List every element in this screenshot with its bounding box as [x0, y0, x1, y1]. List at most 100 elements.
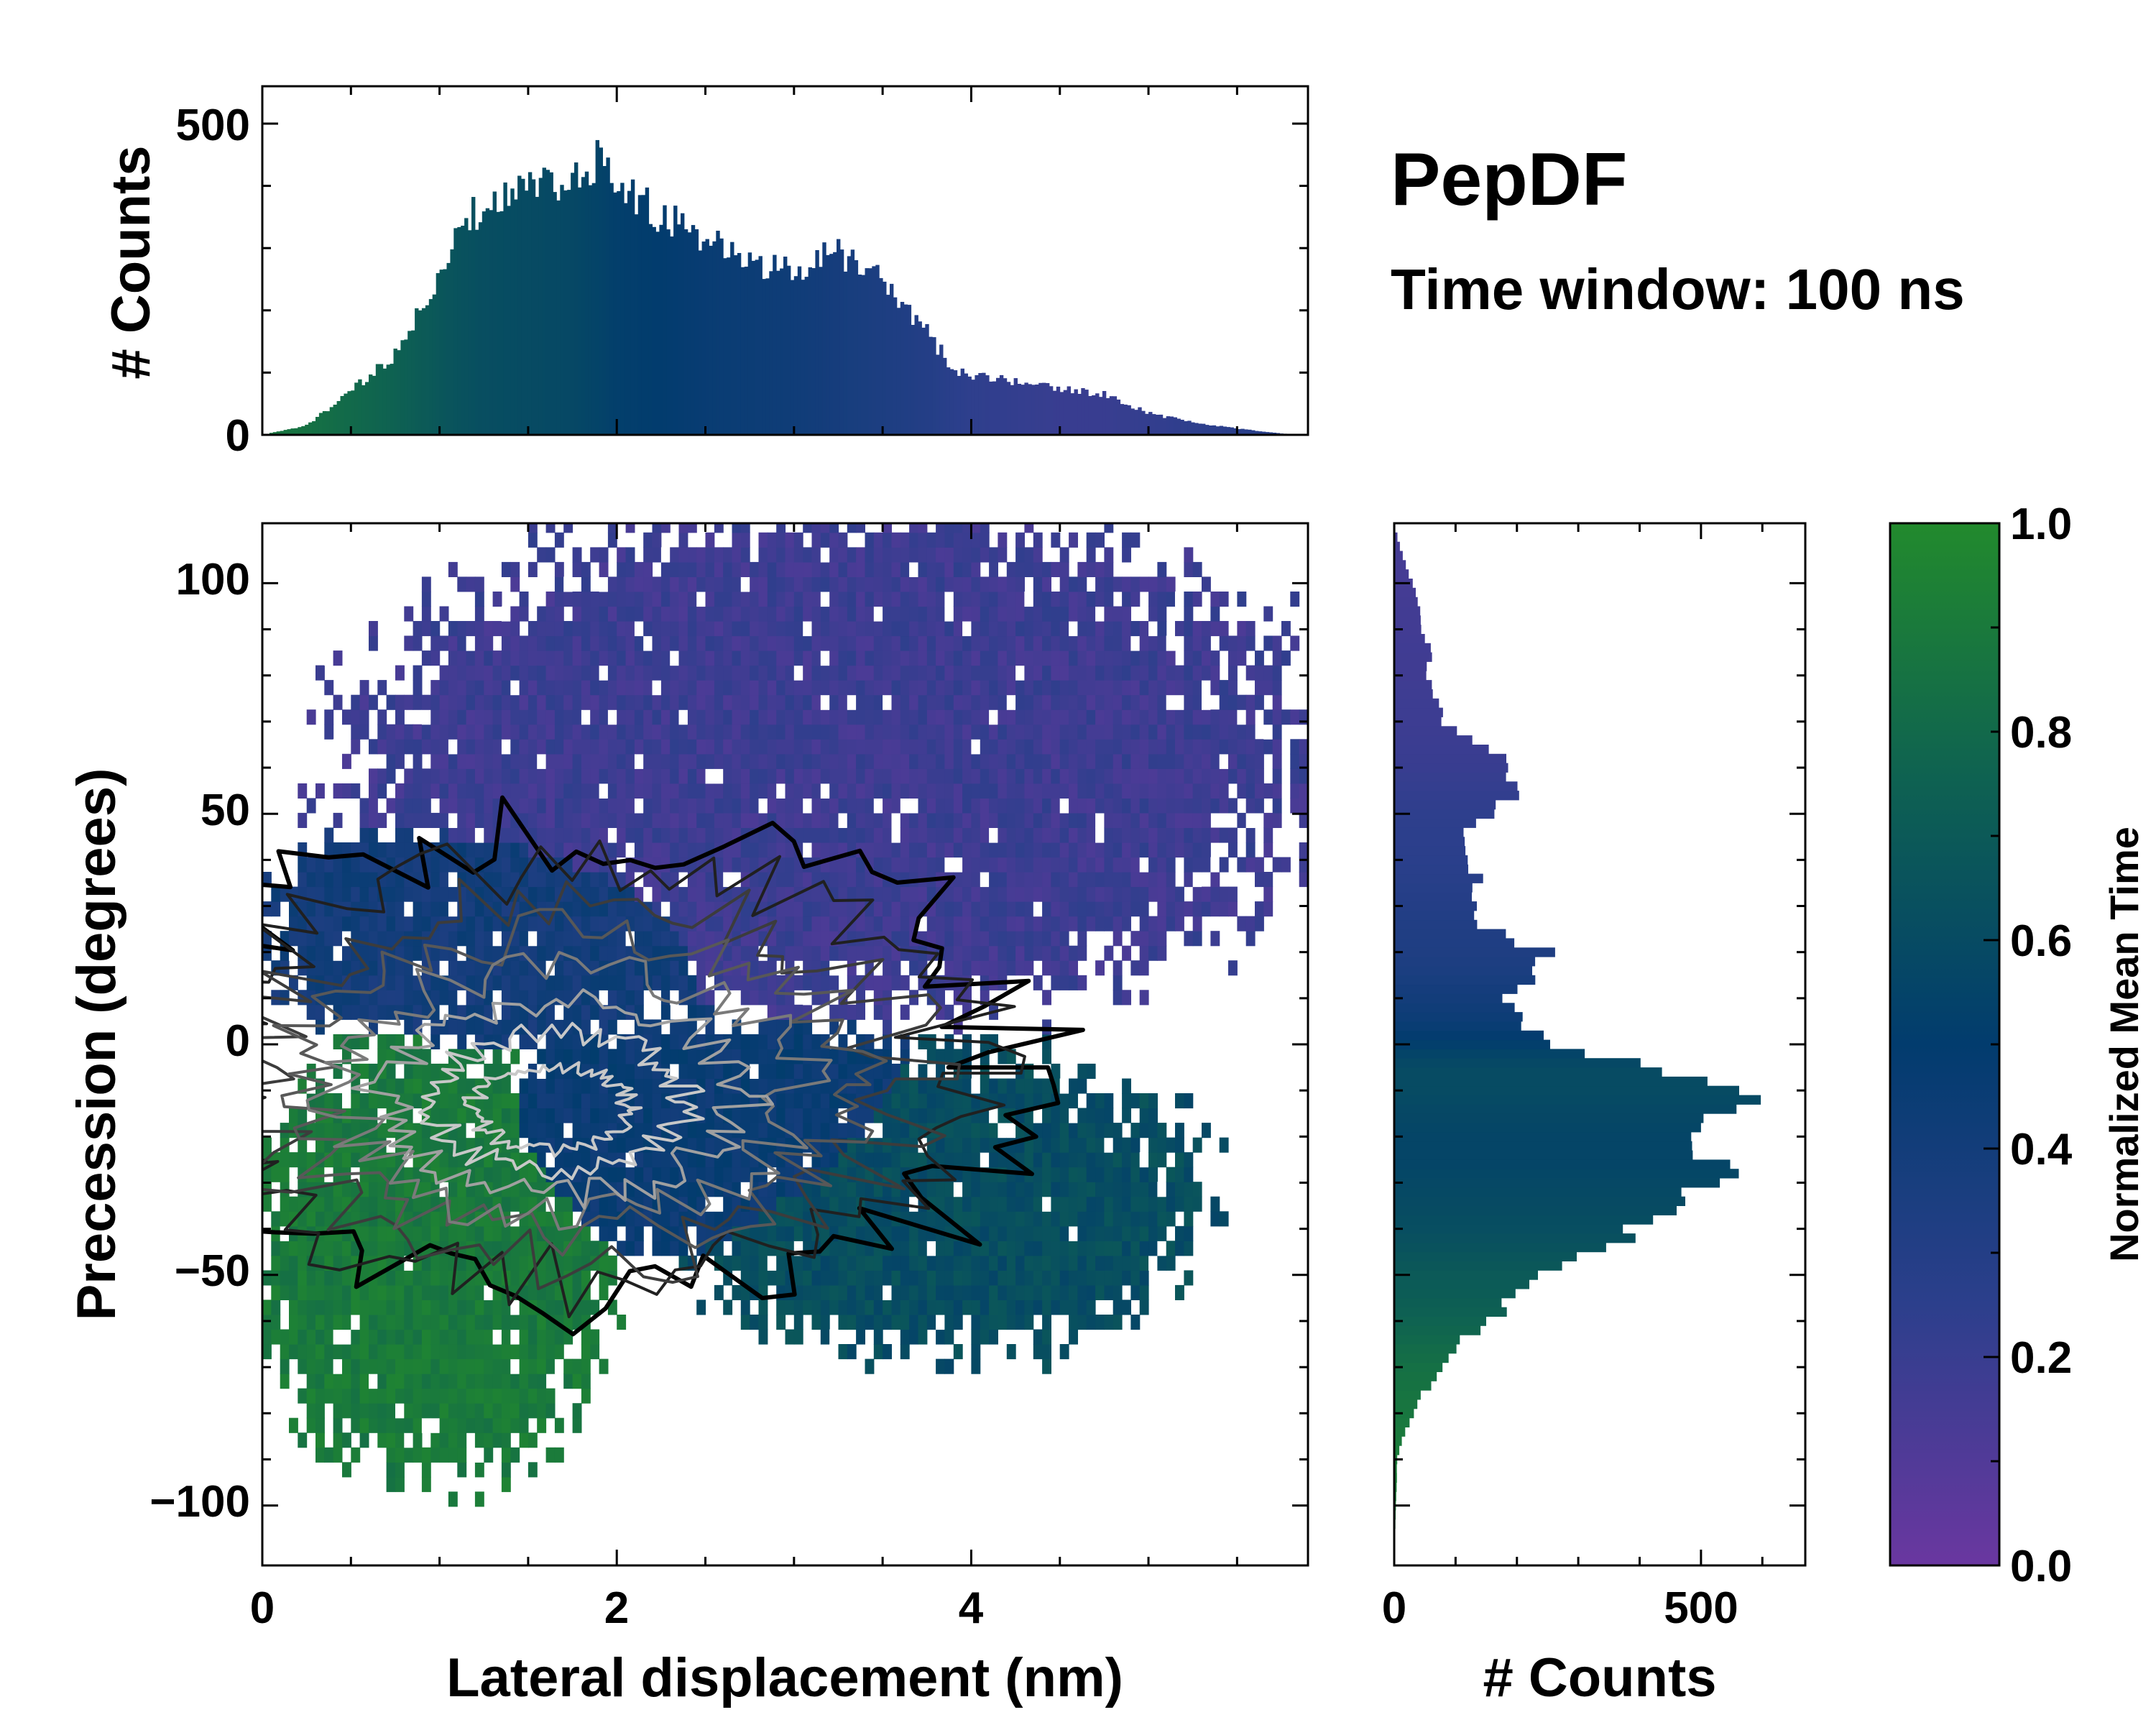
heatmap-cell [501, 1447, 511, 1463]
top-hist-bar [425, 305, 430, 435]
heatmap-cell [563, 1196, 573, 1212]
heatmap-cell [944, 547, 954, 563]
heatmap-cell [528, 753, 538, 769]
heatmap-cell [1006, 709, 1016, 725]
heatmap-cell [900, 1123, 910, 1138]
heatmap-cell [891, 1123, 901, 1138]
heatmap-cell [865, 547, 875, 563]
heatmap-cell [1077, 709, 1087, 725]
heatmap-cell [528, 798, 538, 814]
heatmap-cell [785, 724, 795, 740]
heatmap-cell [856, 592, 865, 607]
heatmap-cell [492, 1358, 502, 1374]
heatmap-cell [838, 739, 848, 755]
heatmap-cell [980, 812, 990, 828]
heatmap-cell [980, 739, 990, 755]
heatmap-cell [936, 1108, 945, 1123]
heatmap-cell [926, 592, 936, 607]
heatmap-cell [971, 1358, 981, 1374]
heatmap-cell [1024, 1182, 1034, 1197]
heatmap-cell [1015, 812, 1025, 828]
heatmap-cell [563, 768, 573, 784]
heatmap-cell [634, 709, 644, 725]
heatmap-cell [873, 532, 883, 548]
heatmap-cell [430, 1225, 441, 1241]
heatmap-cell [359, 1432, 369, 1448]
heatmap-cell [430, 1270, 441, 1286]
heatmap-cell [723, 753, 733, 769]
heatmap-cell [333, 857, 343, 873]
heatmap-cell [634, 576, 644, 592]
heatmap-cell [599, 724, 609, 740]
heatmap-cell [865, 739, 875, 755]
top-hist-bar [517, 175, 522, 435]
heatmap-cell [474, 1403, 484, 1419]
heatmap-cell [421, 576, 431, 592]
heatmap-cell [962, 960, 972, 976]
heatmap-cell [758, 1019, 768, 1035]
heatmap-cell [315, 1300, 325, 1315]
top-hist-ylabel: # Counts [101, 145, 162, 379]
heatmap-cell [891, 650, 901, 666]
heatmap-cell [732, 768, 742, 784]
heatmap-cell [865, 561, 875, 577]
heatmap-cell [918, 1152, 928, 1168]
heatmap-cell [1077, 886, 1087, 902]
heatmap-cell [501, 606, 511, 622]
heatmap-cell [554, 872, 564, 888]
heatmap-cell [820, 680, 830, 696]
heatmap-cell [1033, 1093, 1043, 1109]
heatmap-cell [838, 592, 848, 607]
top-hist-bar [943, 357, 947, 435]
heatmap-cell [1086, 901, 1096, 917]
heatmap-cell [1077, 857, 1087, 873]
heatmap-cell [670, 576, 680, 592]
heatmap-cell [510, 783, 520, 799]
heatmap-cell [501, 680, 511, 696]
heatmap-cell [1015, 1284, 1025, 1300]
heatmap-cell [936, 798, 945, 814]
heatmap-cell [776, 768, 786, 784]
heatmap-cell [793, 753, 803, 769]
top-hist-bar [645, 187, 650, 435]
heatmap-cell [803, 1255, 813, 1271]
heatmap-cell [829, 753, 839, 769]
heatmap-cell [1069, 1182, 1078, 1197]
heatmap-cell [342, 1093, 351, 1109]
heatmap-cell [510, 975, 520, 990]
heatmap-cell [545, 812, 556, 828]
heatmap-cell [909, 532, 918, 548]
heatmap-cell [599, 1137, 609, 1153]
heatmap-cell [883, 547, 892, 563]
heatmap-cell [386, 842, 396, 858]
top-hist-bar [1120, 404, 1124, 435]
heatmap-cell [1086, 665, 1096, 681]
heatmap-cell [793, 1270, 803, 1286]
heatmap-cell [980, 1255, 990, 1271]
heatmap-cell [1077, 753, 1087, 769]
heatmap-cell [386, 1447, 396, 1463]
heatmap-cell [652, 842, 662, 858]
heatmap-cell [634, 768, 644, 784]
heatmap-cell [1042, 842, 1051, 858]
heatmap-cell [501, 1093, 511, 1109]
heatmap-cell [785, 1049, 795, 1064]
heatmap-cell [351, 1403, 361, 1419]
top-hist-bar [421, 308, 426, 435]
heatmap-cell [1069, 960, 1078, 976]
heatmap-cell [413, 990, 423, 1006]
heatmap-cell [280, 1241, 290, 1256]
heatmap-cell [430, 886, 441, 902]
heatmap-cell [484, 1284, 494, 1300]
heatmap-cell [581, 1374, 591, 1389]
heatmap-cell [962, 1284, 972, 1300]
heatmap-cell [750, 931, 760, 947]
heatmap-cell [829, 1152, 839, 1168]
heatmap-cell [926, 812, 936, 828]
heatmap-cell [847, 768, 857, 784]
top-hist-bar [453, 228, 458, 435]
heatmap-cell [740, 532, 750, 548]
heatmap-cell [811, 621, 821, 637]
top-hist-bar [698, 250, 703, 435]
heatmap-cell [306, 709, 316, 725]
